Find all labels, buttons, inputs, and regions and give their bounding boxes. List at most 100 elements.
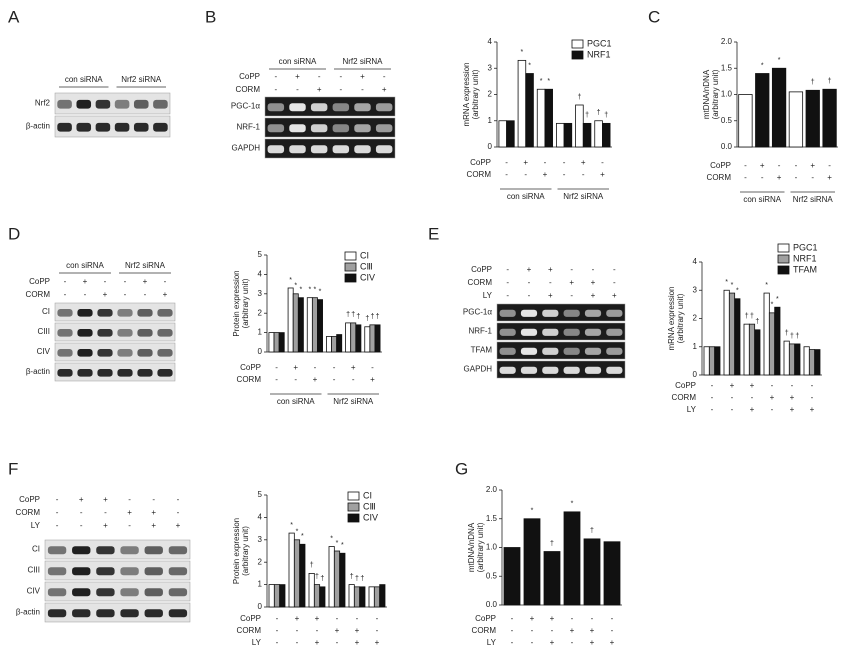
condition-sign: - <box>571 638 574 647</box>
bar <box>763 292 770 376</box>
blot-band <box>72 567 91 576</box>
blot-band <box>310 103 328 112</box>
blot-band <box>96 588 115 597</box>
condition-sign: - <box>751 393 754 402</box>
bar <box>768 312 776 376</box>
y-tick-label: 3 <box>488 63 493 72</box>
bar <box>313 584 321 608</box>
blot-strip <box>264 117 396 138</box>
panel-label: E <box>428 224 439 243</box>
bar <box>808 349 816 376</box>
blot-band <box>520 347 538 355</box>
blot-group-label: Nrf2 siRNA <box>342 57 383 66</box>
blot-row-label: CIII <box>28 566 40 575</box>
bar <box>506 120 515 148</box>
significance-mark: † <box>577 94 581 101</box>
blot-band <box>117 369 133 377</box>
condition-sign: - <box>711 405 714 414</box>
condition-sign: - <box>276 626 279 635</box>
blot-band <box>57 329 73 337</box>
significance-mark: * <box>571 501 574 508</box>
y-tick-label: 3 <box>258 535 263 544</box>
significance-mark: † <box>360 576 364 583</box>
bar <box>373 586 381 608</box>
blot-band <box>57 122 72 132</box>
blot-band <box>584 366 602 374</box>
legend-swatch <box>347 491 360 501</box>
condition-sign: + <box>355 626 360 635</box>
blot-band <box>117 329 133 337</box>
condition-sign: - <box>531 626 534 635</box>
condition-label: CORM <box>237 626 262 635</box>
condition-sign: + <box>581 158 586 167</box>
condition-sign: - <box>771 405 774 414</box>
significance-mark: * <box>521 49 524 56</box>
bar <box>306 297 313 353</box>
bar <box>563 122 573 148</box>
condition-sign: - <box>296 626 299 635</box>
legend-swatch <box>571 39 584 49</box>
condition-sign: + <box>570 626 575 635</box>
blot-strip <box>44 539 191 560</box>
blot-row-label: Nrf2 <box>35 99 51 108</box>
blot-band <box>520 366 538 374</box>
bar <box>293 539 301 608</box>
condition-sign: + <box>295 614 300 623</box>
blot-band <box>606 309 623 317</box>
significance-mark: * <box>290 522 293 529</box>
condition-sign: + <box>760 161 765 170</box>
blot-band <box>168 588 188 597</box>
condition-label: LY <box>487 638 497 647</box>
blot-row-label: β-actin <box>16 608 40 617</box>
condition-sign: - <box>314 363 317 372</box>
blot-row-label: CI <box>42 307 50 316</box>
blot-band <box>120 609 139 618</box>
condition-sign: - <box>124 277 127 286</box>
blot-strip <box>54 362 176 382</box>
condition-sign: + <box>590 626 595 635</box>
legend-swatch <box>347 502 360 512</box>
condition-sign: - <box>124 290 127 299</box>
y-axis-label: (arbitrary unit) <box>711 69 720 119</box>
significance-mark: * <box>531 508 534 515</box>
condition-sign: - <box>511 638 514 647</box>
condition-label: CoPP <box>29 277 50 286</box>
bar <box>803 346 810 376</box>
y-tick-label: 0 <box>258 602 263 611</box>
y-axis-label: mRNA expression <box>462 62 471 126</box>
bar <box>714 346 721 376</box>
bar <box>748 323 756 376</box>
blot-band <box>542 366 559 374</box>
condition-sign: - <box>795 173 798 182</box>
condition-sign: - <box>791 381 794 390</box>
bar <box>353 586 361 608</box>
blot-band <box>97 309 113 317</box>
y-tick-label: 4 <box>258 513 263 522</box>
bar <box>331 336 338 353</box>
condition-sign: - <box>294 375 297 384</box>
legend-label: TFAM <box>793 264 817 274</box>
bar <box>326 336 332 353</box>
condition-sign: - <box>531 638 534 647</box>
condition-sign: - <box>506 265 509 274</box>
bar <box>359 586 366 608</box>
blot-band <box>96 609 115 618</box>
blot-band <box>144 567 163 576</box>
blot-band <box>72 609 91 618</box>
blot-band <box>114 99 130 109</box>
y-tick-label: 0 <box>693 370 698 379</box>
y-tick-label: 1 <box>488 116 493 125</box>
bar <box>822 88 837 148</box>
bar <box>556 122 565 148</box>
condition-sign: - <box>731 405 734 414</box>
blot-band <box>168 567 188 576</box>
blot-band <box>77 369 93 377</box>
bar <box>364 326 371 353</box>
bar <box>594 120 603 148</box>
bar <box>708 346 716 376</box>
condition-sign: - <box>582 170 585 179</box>
bar <box>603 541 621 606</box>
condition-sign: - <box>318 72 321 81</box>
condition-sign: + <box>590 638 595 647</box>
blot-band <box>117 349 133 357</box>
